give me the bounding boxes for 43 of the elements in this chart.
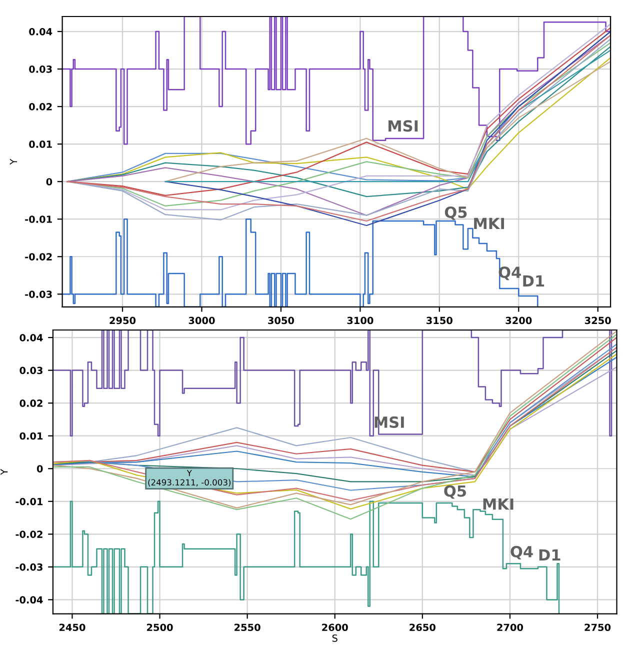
x-tick-label: 2450 <box>59 624 86 632</box>
y-tick-label: -0.04 <box>16 596 43 604</box>
y-tick-label: -0.02 <box>16 530 42 538</box>
x-tick-label: 2600 <box>322 624 348 632</box>
y-tick-label: 0.02 <box>29 103 52 110</box>
x-tick-label: 3150 <box>426 316 452 324</box>
annotation: Q4 <box>510 546 533 560</box>
y-tick-label: 0.04 <box>20 334 43 342</box>
x-tick-label: 3000 <box>188 316 215 324</box>
y-tick-label: 0 <box>36 465 43 472</box>
x-tick-label: 2700 <box>497 624 524 632</box>
x-tick-label: 2750 <box>584 624 611 632</box>
y-tick-label: 0.04 <box>29 28 52 36</box>
annotation: D1 <box>523 275 544 286</box>
x-tick-label: 3250 <box>584 316 611 324</box>
y-axis-title: Y <box>0 468 8 475</box>
y-tick-label: -0.03 <box>25 290 52 298</box>
y-tick-label: 0.03 <box>20 366 42 374</box>
y-tick-label: -0.03 <box>16 563 42 571</box>
y-axis-title: Y <box>10 158 17 165</box>
y-tick-label: 0 <box>46 178 52 186</box>
x-tick-label: 3100 <box>347 316 374 324</box>
y-tick-label: 0.02 <box>20 400 42 407</box>
y-tick-label: -0.02 <box>25 253 52 260</box>
annotation: D1 <box>539 549 560 560</box>
y-tick-label: 0.01 <box>20 432 43 440</box>
annotation: MSI <box>388 120 418 132</box>
y-tick-label: -0.01 <box>25 216 52 223</box>
x-tick-label: 3050 <box>268 316 294 324</box>
y-tick-label: 0.01 <box>29 140 52 148</box>
x-tick-label: 2550 <box>234 624 260 632</box>
annotation: Q5 <box>444 206 467 220</box>
annotation: MKI <box>483 498 514 510</box>
x-tick-label: 2650 <box>410 624 436 632</box>
x-axis-title: S <box>332 634 338 642</box>
x-tick-label: 3200 <box>506 316 532 324</box>
annotation: MKI <box>474 218 504 230</box>
x-tick-label: 2950 <box>110 316 136 324</box>
x-tick-label: 2500 <box>147 624 173 632</box>
annotation: Q5 <box>444 485 466 499</box>
annotation: Y (2493.1211, -0.003) <box>148 470 231 487</box>
y-tick-label: 0.03 <box>29 66 52 73</box>
y-tick-label: -0.01 <box>16 498 43 506</box>
